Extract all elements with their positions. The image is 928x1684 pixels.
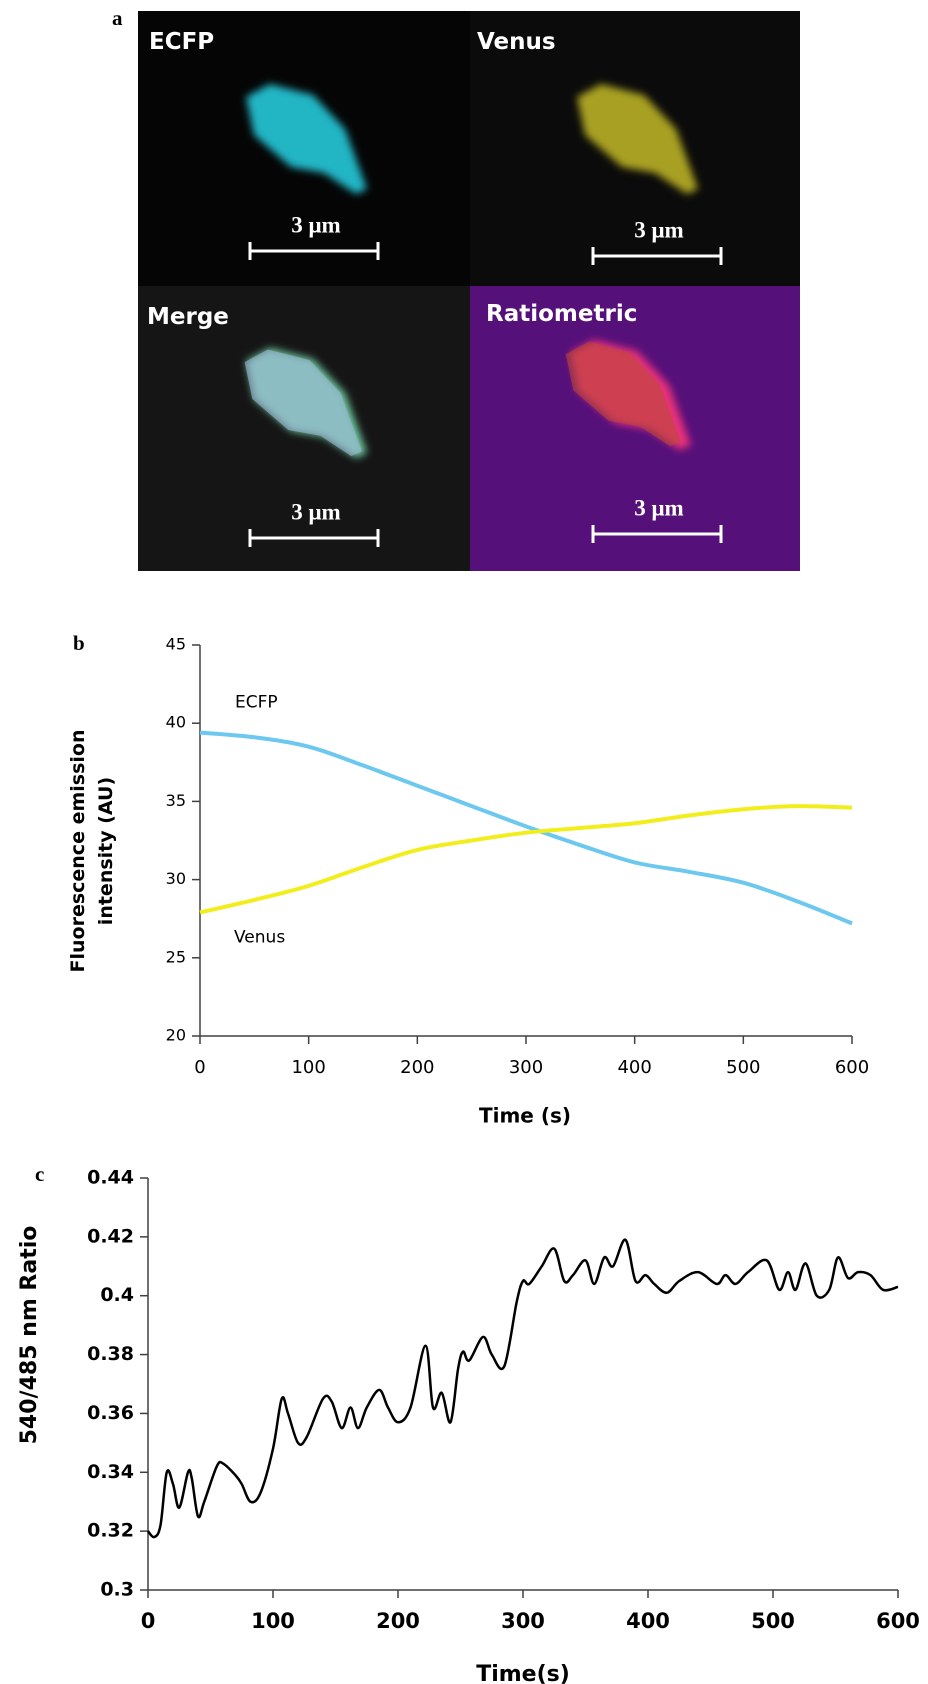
scale-label: 3 μm xyxy=(634,495,683,520)
x-tick-label: 300 xyxy=(501,1609,545,1633)
x-tick-label: 0 xyxy=(194,1057,205,1078)
x-tick-label: 100 xyxy=(291,1057,325,1078)
x-axis-label: Time (s) xyxy=(479,1104,571,1128)
x-tick-label: 600 xyxy=(876,1609,920,1633)
ratiometric-image xyxy=(470,286,800,571)
panel-label: c xyxy=(35,1162,44,1186)
x-tick-label: 300 xyxy=(509,1057,543,1078)
y-tick-label: 30 xyxy=(166,869,186,888)
x-tick-label: 400 xyxy=(626,1609,670,1633)
series-label: ECFP xyxy=(235,693,278,713)
image-label: Venus xyxy=(477,29,556,55)
y-tick-label: 0.42 xyxy=(87,1225,134,1247)
y-axis-label-text: Fluorescence emission intensity (AU) xyxy=(67,729,117,973)
y-tick-label: 0.38 xyxy=(87,1343,134,1365)
y-tick-label: 0.4 xyxy=(100,1284,134,1306)
image-label: Ratiometric xyxy=(486,301,637,327)
image-label: ECFP xyxy=(149,29,214,55)
y-tick-label: 40 xyxy=(166,713,186,732)
y-tick-label: 0.36 xyxy=(87,1402,134,1424)
x-tick-label: 200 xyxy=(400,1057,434,1078)
y-tick-label: 0.34 xyxy=(87,1461,134,1483)
y-axis-label: Fluorescence emission intensity (AU) xyxy=(64,651,120,1051)
x-tick-label: 500 xyxy=(726,1057,760,1078)
y-tick-label: 35 xyxy=(166,791,186,810)
data-line xyxy=(199,730,853,926)
y-tick-label: 20 xyxy=(166,1026,186,1045)
x-tick-label: 100 xyxy=(251,1609,295,1633)
y-tick-label: 0.44 xyxy=(87,1167,134,1189)
image-label: Merge xyxy=(147,304,229,330)
y-tick-label: 0.32 xyxy=(87,1520,134,1542)
y-tick-label: 25 xyxy=(166,947,186,966)
y-tick-label: 45 xyxy=(166,635,186,654)
x-tick-label: 500 xyxy=(751,1609,795,1633)
data-line xyxy=(147,1238,899,1539)
x-tick-label: 0 xyxy=(141,1609,156,1633)
scale-label: 3 μm xyxy=(291,499,340,524)
series-label: Venus xyxy=(234,927,285,947)
y-tick-label: 0.3 xyxy=(100,1579,134,1601)
y-axis-label: 540/485 nm Ratio xyxy=(17,1226,42,1445)
scale-label: 3 μm xyxy=(634,217,683,242)
x-tick-label: 400 xyxy=(617,1057,651,1078)
data-line xyxy=(199,804,853,915)
panel-label: b xyxy=(73,631,85,655)
x-tick-label: 200 xyxy=(376,1609,420,1633)
panel-label: a xyxy=(112,6,123,30)
scale-label: 3 μm xyxy=(291,212,340,237)
x-tick-label: 600 xyxy=(835,1057,869,1078)
scale-bars xyxy=(248,242,723,547)
x-axis-label: Time(s) xyxy=(476,1662,570,1684)
